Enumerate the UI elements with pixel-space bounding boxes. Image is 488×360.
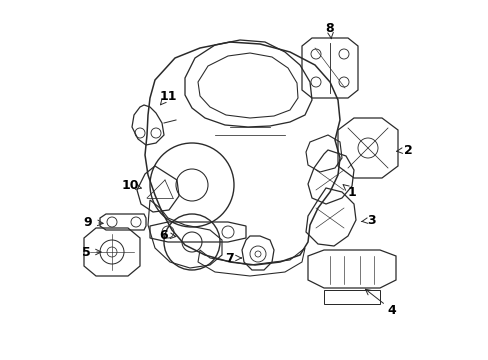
Text: 6: 6 — [160, 229, 168, 242]
Text: 4: 4 — [387, 303, 396, 316]
Text: 8: 8 — [325, 22, 334, 35]
Text: 9: 9 — [83, 216, 92, 229]
Text: 3: 3 — [367, 213, 376, 226]
Text: 5: 5 — [81, 246, 90, 258]
Text: 7: 7 — [225, 252, 234, 265]
Text: 11: 11 — [159, 90, 176, 103]
Text: 10: 10 — [121, 179, 139, 192]
Text: 1: 1 — [347, 185, 356, 198]
Text: 2: 2 — [403, 144, 411, 157]
